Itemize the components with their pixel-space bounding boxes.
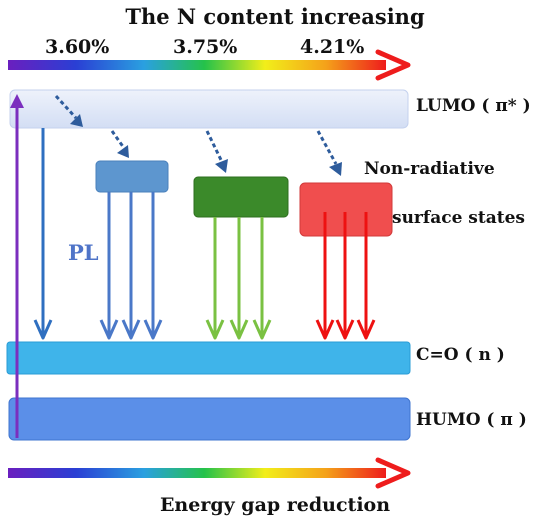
dotted-arrow-3 xyxy=(205,130,228,173)
excitation-arrow xyxy=(10,94,24,438)
green-emission-arrows xyxy=(205,217,272,340)
lumo-band xyxy=(9,89,409,129)
humo-band xyxy=(8,397,411,441)
percentage-label-1: 3.60% xyxy=(45,36,110,58)
surface-state-blue xyxy=(95,160,169,193)
bottom-gradient-arrow xyxy=(8,457,411,489)
dotted-arrow-1 xyxy=(54,94,83,127)
humo-label: HUMO ( π ) xyxy=(416,410,527,430)
lumo-label: LUMO ( π* ) xyxy=(416,96,531,116)
percentage-label-2: 3.75% xyxy=(173,36,238,58)
blue-emission-arrows xyxy=(99,192,163,340)
top-gradient-arrow xyxy=(8,49,411,81)
pl-label: PL xyxy=(68,240,99,265)
carbonyl-band xyxy=(6,341,411,375)
non-radiative-label: Non-radiative xyxy=(364,159,495,179)
diagram-title: The N content increasing xyxy=(125,4,425,29)
percentage-label-3: 4.21% xyxy=(300,36,365,58)
surface-states-label: surface states xyxy=(392,208,525,228)
carbonyl-label: C=O ( n ) xyxy=(416,345,505,365)
pl-arrow xyxy=(33,128,53,340)
dotted-arrow-4 xyxy=(316,130,342,176)
surface-state-green xyxy=(193,176,289,218)
dotted-arrow-2 xyxy=(110,130,129,158)
energy-gap-label: Energy gap reduction xyxy=(159,494,391,516)
red-emission-arrows xyxy=(315,212,376,340)
